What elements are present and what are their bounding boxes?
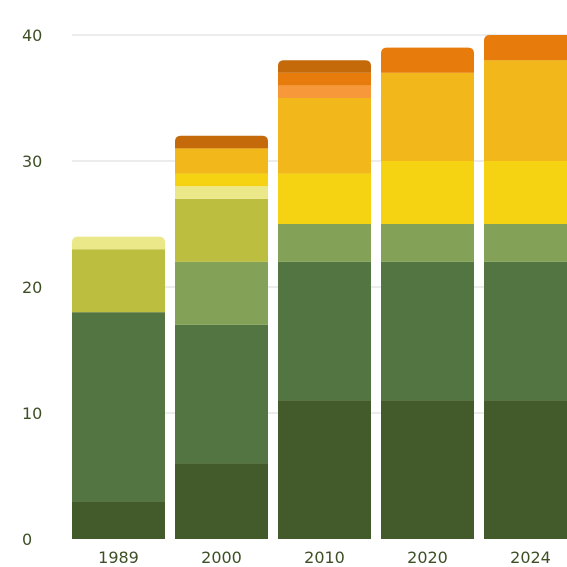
bar-segment	[72, 501, 165, 539]
x-tick-label: 2024	[510, 548, 551, 567]
bar-segment	[484, 261, 567, 401]
bar-segment	[381, 400, 474, 539]
x-tick-label: 1989	[98, 548, 139, 567]
bar-segment	[175, 186, 268, 199]
bar-segment	[484, 35, 567, 61]
bar-segment	[381, 224, 474, 262]
bar-segment	[484, 224, 567, 262]
x-axis-ticks: 1989 2000 2010 2020 2024	[98, 548, 551, 567]
bar-segment	[278, 173, 371, 224]
bar-segment	[278, 261, 371, 401]
bar-segment	[175, 173, 268, 187]
y-tick-label: 40	[22, 26, 42, 45]
bars	[72, 35, 567, 539]
bar-segment	[381, 261, 474, 401]
bar-segment	[175, 148, 268, 174]
bar-segment	[381, 72, 474, 161]
bar-segment	[484, 400, 567, 539]
bar-segment	[278, 60, 371, 73]
bar-segment	[278, 400, 371, 539]
bar-segment	[175, 261, 268, 325]
bar-segment	[175, 198, 268, 262]
bar-segment	[72, 249, 165, 313]
bar-segment	[381, 161, 474, 224]
y-axis-ticks: 0 10 20 30 40	[22, 26, 42, 549]
bar-segment	[484, 60, 567, 162]
bar-segment	[175, 463, 268, 539]
x-tick-label: 2010	[304, 548, 345, 567]
y-tick-label: 10	[22, 404, 42, 423]
bar-segment	[278, 85, 371, 98]
bar-segment	[72, 236, 165, 250]
x-tick-label: 2000	[201, 548, 242, 567]
bar-segment	[72, 312, 165, 502]
bar-segment	[484, 161, 567, 224]
bar-segment	[175, 324, 268, 464]
y-tick-label: 0	[22, 530, 32, 549]
x-tick-label: 2020	[407, 548, 448, 567]
bar-segment	[278, 98, 371, 174]
bar-segment	[175, 135, 268, 149]
bar-segment	[278, 224, 371, 262]
y-tick-label: 20	[22, 278, 42, 297]
y-tick-label: 30	[22, 152, 42, 171]
bar-segment	[278, 72, 371, 86]
bar-segment	[381, 47, 474, 73]
